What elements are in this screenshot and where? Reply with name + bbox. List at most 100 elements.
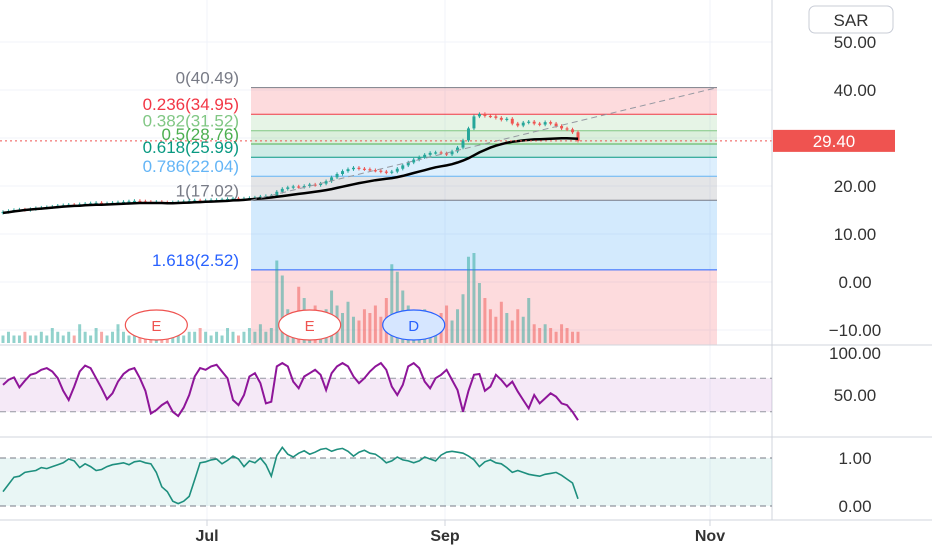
candle-body: [335, 174, 339, 178]
candle-body: [308, 184, 312, 186]
volume-bar: [34, 335, 38, 343]
earnings-marker[interactable]: E: [124, 309, 188, 341]
volume-bar: [521, 316, 525, 343]
candle-body: [297, 186, 301, 188]
oscillator-pane[interactable]: 1.00 0.00: [0, 446, 872, 516]
volume-bar: [72, 335, 76, 343]
volume-bar: [499, 301, 503, 343]
volume-bar: [182, 335, 186, 343]
candle-body: [527, 121, 531, 123]
fib-zone: [251, 87, 717, 115]
volume-bar: [488, 309, 492, 343]
fib-level-label: 1(17.02): [176, 181, 239, 200]
volume-bar: [373, 305, 377, 343]
volume-bar: [275, 260, 279, 343]
candle-body: [516, 123, 520, 126]
candle-body: [456, 147, 460, 152]
volume-bar: [362, 309, 366, 343]
candle-body: [286, 187, 290, 189]
price-tick-label: −10.00: [829, 321, 881, 340]
candle-body: [291, 186, 295, 188]
volume-bar: [209, 335, 213, 343]
volume-bar: [198, 328, 202, 343]
oscillator-tick-label: 1.00: [838, 449, 871, 468]
volume-bar: [127, 335, 131, 343]
candle-body: [94, 202, 98, 204]
volume-bar: [576, 331, 580, 343]
time-axis[interactable]: Jul Sep Nov: [195, 520, 725, 545]
candle-body: [406, 162, 410, 166]
volume-bar: [6, 331, 10, 343]
fibonacci-retracement[interactable]: 0(40.49) 0.236(34.95)0.382(31.52)0.5(28.7…: [143, 0, 717, 345]
time-tick-label: Nov: [695, 528, 725, 545]
candle-body: [193, 200, 197, 202]
volume-bar: [554, 331, 558, 343]
volume-bar: [45, 335, 49, 343]
candle-body: [351, 167, 355, 170]
volume-bar: [204, 331, 208, 343]
fib-level-label: 0.786(22.04): [143, 157, 239, 176]
fib-zone: [251, 176, 717, 201]
candle-body: [461, 140, 465, 148]
volume-bar: [89, 335, 93, 343]
candle-body: [499, 117, 503, 120]
volume-bar: [351, 316, 355, 343]
candle-body: [357, 167, 361, 169]
volume-bar: [395, 271, 399, 343]
fib-zone: [251, 200, 717, 270]
candle-body: [477, 114, 481, 117]
fib-level-label: 0.5(28.76): [162, 125, 240, 144]
volume-bar: [116, 324, 120, 343]
candle-body: [341, 171, 345, 174]
candle-body: [543, 122, 547, 125]
volume-bar: [505, 313, 509, 343]
candle-body: [450, 151, 454, 155]
volume-bar: [477, 283, 481, 343]
oscillator-band: [0, 458, 772, 506]
volume-bar: [280, 275, 284, 343]
volume-bar: [549, 328, 553, 343]
currency-button[interactable]: SAR: [808, 5, 894, 34]
volume-bar: [17, 335, 21, 343]
volume-bar: [466, 256, 470, 343]
candle-body: [324, 181, 328, 184]
candle-body: [132, 200, 136, 203]
volume-bar: [83, 331, 87, 343]
fib-zone: [251, 157, 717, 177]
candle-body: [379, 170, 383, 172]
volume-bar: [461, 294, 465, 343]
dividend-marker[interactable]: D: [382, 309, 446, 341]
rsi-tick-label: 50.00: [834, 386, 877, 405]
candle-body: [560, 126, 564, 129]
candle-body: [302, 186, 306, 188]
volume-bar: [560, 324, 564, 343]
event-label: E: [305, 318, 315, 335]
volume-bar: [231, 331, 235, 343]
volume-bar: [1, 335, 5, 343]
volume-bar: [121, 331, 125, 343]
volume-bar: [538, 328, 542, 343]
candle-body: [576, 132, 580, 141]
candle-body: [472, 116, 476, 129]
volume-bar: [253, 331, 257, 343]
volume-bar: [571, 331, 575, 343]
event-label: D: [408, 318, 419, 335]
volume-bar: [543, 324, 547, 343]
candle-body: [401, 165, 405, 169]
candle-body: [100, 202, 104, 204]
volume-bar: [258, 324, 262, 343]
volume-bar: [215, 331, 219, 343]
candle-body: [428, 152, 432, 155]
price-tick-label: 0.00: [838, 273, 871, 292]
earnings-marker[interactable]: E: [278, 309, 342, 341]
volume-bar: [67, 331, 71, 343]
candle-body: [362, 168, 366, 170]
volume-bar: [264, 331, 268, 343]
fib-level-label: 0.382(31.52): [143, 112, 239, 131]
candle-body: [280, 188, 284, 192]
volume-bar: [341, 313, 345, 343]
rsi-pane[interactable]: 100.00 50.00: [0, 344, 881, 421]
